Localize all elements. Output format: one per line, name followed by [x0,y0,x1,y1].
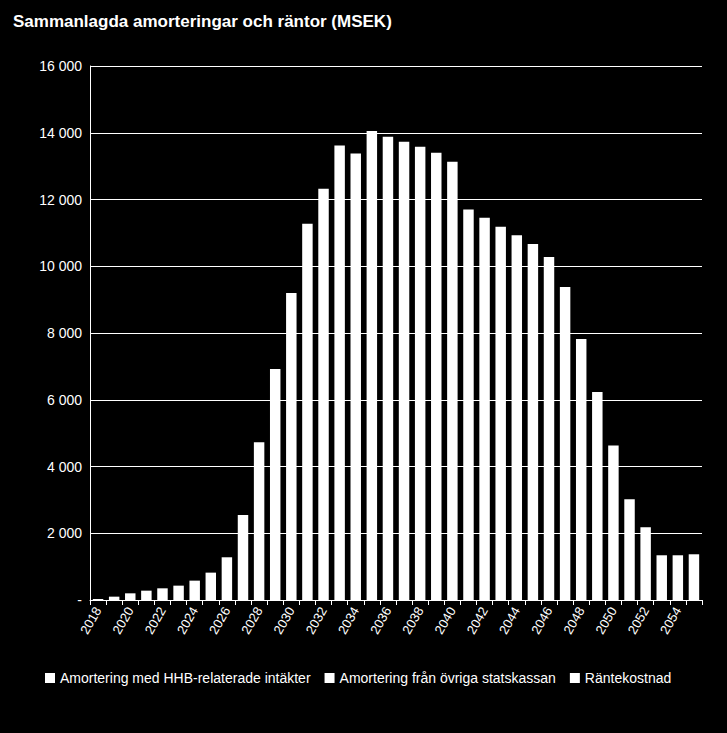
svg-text:Amortering med HHB-relaterade: Amortering med HHB-relaterade intäkter [60,670,311,686]
svg-text:2032: 2032 [303,604,330,637]
svg-text:14 000: 14 000 [39,125,82,141]
svg-text:-: - [77,592,82,608]
svg-text:12 000: 12 000 [39,192,82,208]
svg-text:2046: 2046 [528,604,555,637]
svg-text:6 000: 6 000 [47,392,82,408]
svg-text:Amortering från övriga statska: Amortering från övriga statskassan [340,670,556,686]
svg-text:16 000: 16 000 [39,58,82,74]
svg-text:2054: 2054 [657,604,684,637]
svg-text:2034: 2034 [335,604,362,637]
svg-text:2038: 2038 [399,604,426,637]
svg-text:2036: 2036 [367,604,394,637]
svg-text:2030: 2030 [270,604,297,637]
svg-text:2024: 2024 [174,604,201,637]
svg-text:Sammanlagda amorteringar och r: Sammanlagda amorteringar och räntor (MSE… [13,12,392,31]
svg-text:2042: 2042 [464,604,491,637]
svg-text:2028: 2028 [238,604,265,637]
svg-text:2018: 2018 [77,604,104,637]
svg-text:2026: 2026 [206,604,233,637]
svg-text:8 000: 8 000 [47,325,82,341]
svg-text:2044: 2044 [496,604,523,637]
svg-text:4 000: 4 000 [47,459,82,475]
svg-text:2 000: 2 000 [47,525,82,541]
svg-text:2020: 2020 [109,604,136,637]
svg-text:Räntekostnad: Räntekostnad [585,670,671,686]
svg-text:10 000: 10 000 [39,258,82,274]
svg-text:2052: 2052 [625,604,652,637]
svg-text:2022: 2022 [142,604,169,637]
svg-text:2050: 2050 [592,604,619,637]
svg-text:2048: 2048 [560,604,587,637]
svg-text:2040: 2040 [431,604,458,637]
